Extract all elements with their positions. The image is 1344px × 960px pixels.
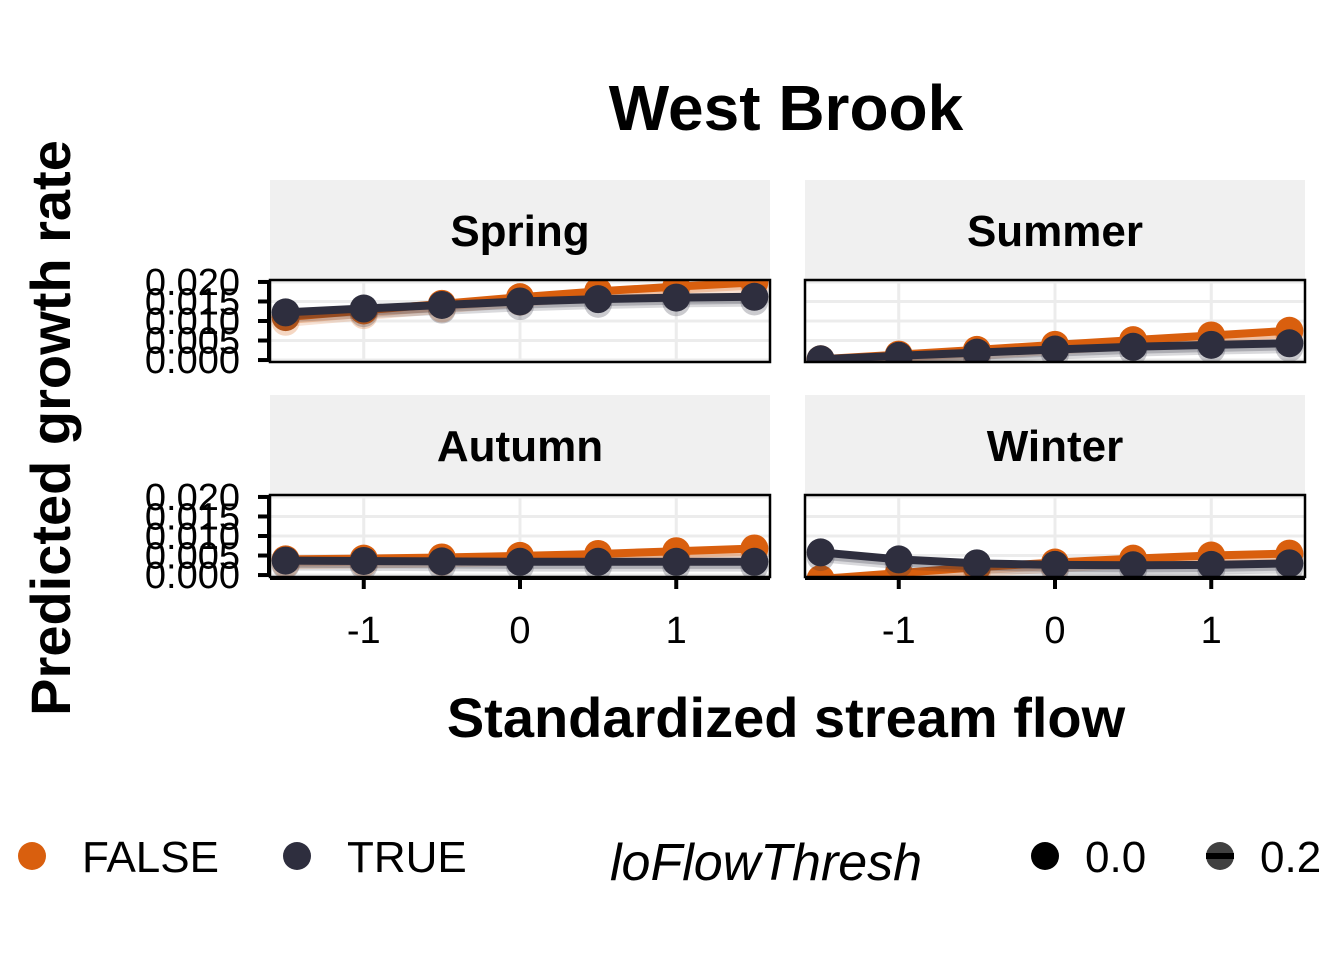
point-true — [506, 547, 534, 576]
y-tick-label: 0.000 — [145, 555, 240, 597]
point-true — [1041, 550, 1069, 577]
point-true — [740, 282, 769, 311]
point-true — [1275, 329, 1304, 358]
legend: FALSE TRUE loFlowThresh 0.0 0.2 — [18, 833, 1321, 892]
y-tick-label: 0.015 — [145, 496, 240, 538]
strip-label-autumn: Autumn — [437, 422, 603, 471]
y-tick-label: 0.010 — [145, 516, 240, 558]
x-tick-label: -1 — [882, 610, 916, 652]
x-tick-label: -1 — [347, 610, 381, 652]
data-summer — [806, 316, 1304, 362]
point-true — [740, 547, 769, 576]
y-tick-label: 0.020 — [145, 477, 240, 519]
point-true — [1119, 332, 1148, 361]
point-true — [584, 285, 613, 314]
legend-label-false: FALSE — [82, 833, 219, 882]
x-tick-label: 1 — [1201, 610, 1222, 652]
point-true — [662, 283, 691, 312]
point-true — [1275, 549, 1304, 577]
y-tick-label: 0.015 — [145, 281, 240, 323]
point-true — [427, 290, 456, 319]
point-true — [884, 341, 913, 362]
x-tick-label: 1 — [666, 610, 687, 652]
point-true — [962, 549, 991, 577]
legend-label-true: TRUE — [347, 833, 467, 882]
legend-alpha-key-0 — [1031, 842, 1059, 870]
y-tick-label: 0.020 — [145, 262, 240, 304]
point-true — [806, 538, 835, 567]
strip-autumn — [270, 395, 770, 495]
legend-key-false — [18, 842, 46, 870]
point-true — [584, 547, 613, 576]
legend-key-true — [283, 842, 311, 870]
y-tick-label: 0.005 — [145, 321, 240, 363]
y-axis-title: Predicted growth rate — [19, 140, 82, 716]
panel-frame-summer — [803, 278, 1307, 364]
strip-label-summer: Summer — [967, 207, 1143, 256]
data-autumn — [271, 534, 769, 577]
legend-alpha-label-0: 0.0 — [1085, 833, 1146, 882]
x-axis-title: Standardized stream flow — [447, 686, 1126, 749]
point-true — [1041, 335, 1069, 362]
point-true — [1197, 330, 1226, 359]
strip-winter — [805, 395, 1305, 495]
point-true — [1197, 550, 1226, 577]
point-false — [806, 564, 835, 577]
y-tick-label: 0.010 — [145, 301, 240, 343]
strip-label-winter: Winter — [987, 422, 1124, 471]
data-spring — [271, 280, 769, 336]
strip-spring — [270, 180, 770, 280]
point-true — [884, 545, 913, 574]
point-true — [506, 287, 534, 316]
x-tick-label: 0 — [1044, 610, 1065, 652]
strip-label-spring: Spring — [450, 207, 589, 256]
point-true — [962, 338, 991, 362]
point-true — [662, 547, 691, 576]
panel-summer: Summer — [803, 180, 1307, 364]
y-tick-label: 0.005 — [145, 536, 240, 578]
point-true — [806, 345, 835, 362]
y-tick-label: 0.000 — [145, 340, 240, 382]
facet-panels: Spring0.0000.0050.0100.0150.020SummerAut… — [145, 180, 1307, 652]
point-true — [349, 546, 378, 575]
point-true — [349, 294, 378, 323]
legend-alpha-label-1: 0.2 — [1260, 833, 1321, 882]
point-true — [271, 546, 300, 575]
point-true — [1119, 551, 1148, 577]
x-tick-label: 0 — [509, 610, 530, 652]
point-true — [271, 298, 300, 327]
chart-title: West Brook — [609, 72, 964, 144]
legend-title-alpha: loFlowThresh — [610, 834, 922, 892]
strip-summer — [805, 180, 1305, 280]
panel-winter: Winter -1 0 1 — [803, 395, 1307, 652]
point-true — [427, 547, 456, 576]
